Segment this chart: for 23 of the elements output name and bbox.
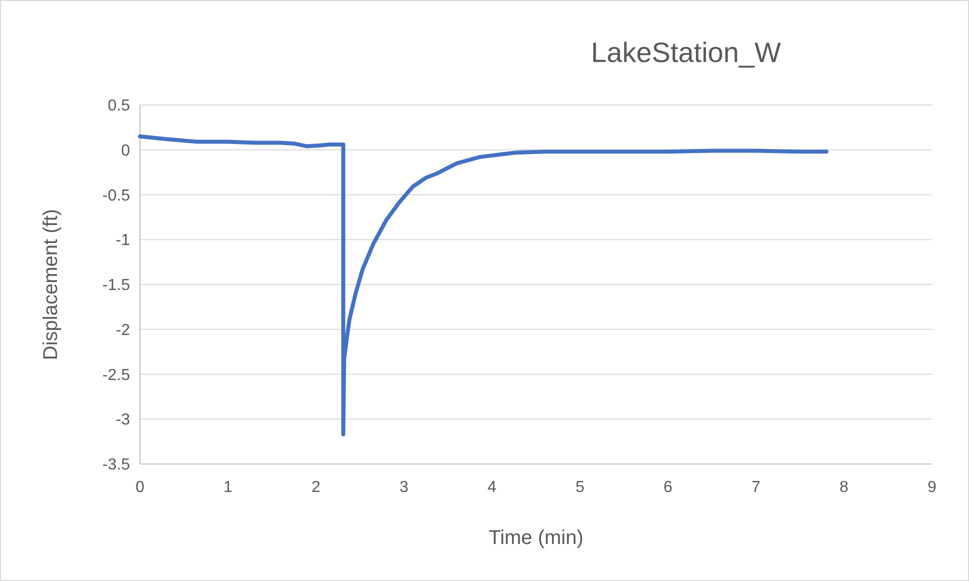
y-tick-label: -1 <box>116 232 130 250</box>
x-tick-label: 0 <box>136 479 145 496</box>
x-tick-label: 6 <box>664 479 673 496</box>
y-tick-label: -0.5 <box>102 187 130 204</box>
x-tick-label: 1 <box>224 479 233 496</box>
x-tick-label: 9 <box>928 479 937 496</box>
x-tick-label: 2 <box>312 479 321 496</box>
x-tick-label: 8 <box>840 479 849 496</box>
line-series <box>138 134 828 436</box>
x-tick-label: 4 <box>488 479 497 496</box>
y-tick-label: -2 <box>116 322 130 339</box>
x-tick-label: 7 <box>752 479 761 496</box>
x-tick-label: 3 <box>400 479 409 496</box>
y-tick-label: -2.5 <box>102 366 130 384</box>
y-tick-label: 0.5 <box>108 98 130 115</box>
y-tick-label: -3 <box>116 412 130 429</box>
x-axis-title: Time (min) <box>488 527 584 549</box>
y-tick-label: -1.5 <box>102 277 130 294</box>
y-tick-label: 0 <box>121 142 130 160</box>
x-tick-label: 5 <box>576 479 585 496</box>
chart-title: LakeStation_W <box>591 37 782 68</box>
y-tick-label: -3.5 <box>102 456 130 474</box>
y-axis-title: Displacement (ft) <box>40 208 62 360</box>
